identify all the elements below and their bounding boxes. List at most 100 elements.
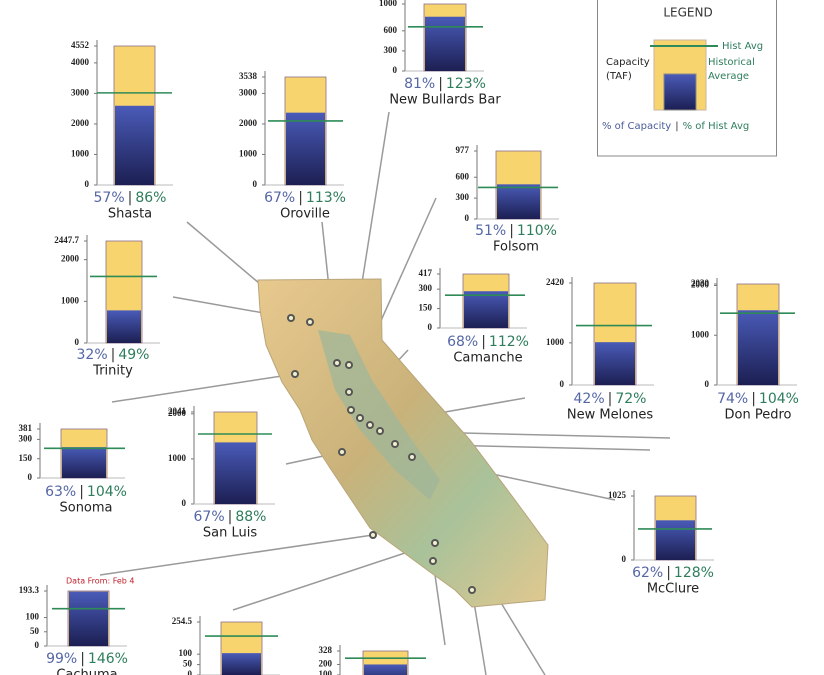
storage-bar [464, 291, 508, 328]
storage-bar [107, 310, 141, 343]
separator: | [111, 347, 116, 363]
y-tick-label: 0 [393, 65, 398, 75]
pct-hist-avg: 128% [674, 565, 714, 581]
pct-capacity: 62% [632, 565, 663, 581]
legend-hist-avg: Hist Avg [722, 41, 763, 52]
legend-title: LEGEND [663, 6, 712, 20]
y-tick-label: 2000 [168, 408, 187, 418]
pct-hist-avg: 86% [135, 190, 166, 206]
y-tick-label: 4000 [71, 57, 90, 67]
pct-labels: 32% | 49% [77, 347, 150, 363]
legend-pct-hist: % of Hist Avg [683, 121, 750, 132]
y-tick-label: 50 [30, 626, 40, 636]
separator: | [608, 391, 613, 407]
y-tick-label: 1000 [61, 295, 80, 305]
y-tick-label: 1025 [608, 490, 627, 500]
pct-capacity: 42% [574, 391, 605, 407]
separator: | [438, 76, 443, 92]
storage-bar [222, 653, 261, 675]
reservoir-name: Don Pedro [725, 408, 792, 423]
legend-storage [663, 73, 697, 111]
storage-bar [69, 591, 108, 646]
separator: | [509, 223, 514, 239]
y-tick-label: 150 [419, 303, 433, 313]
pct-labels: 67% | 88% [194, 509, 267, 525]
legend-historical: Average [708, 71, 749, 82]
pct-labels: 62% | 128% [632, 565, 714, 581]
y-tick-label: 1000 [71, 149, 90, 159]
y-tick-label: 2041 [168, 406, 187, 416]
pct-labels: 42% | 72% [574, 391, 647, 407]
separator: | [298, 190, 303, 206]
pct-labels: 63% | 104% [45, 484, 127, 500]
annotation: Data From: Feb 4 [66, 577, 135, 586]
separator: | [79, 484, 84, 500]
reservoir-chart: 0 300 600 977 51% | 110%Folsom [456, 145, 559, 255]
separator: | [751, 391, 756, 407]
separator: | [80, 651, 85, 667]
storage-bar [286, 112, 325, 185]
pct-capacity: 57% [94, 190, 125, 206]
y-tick-label: 4552 [71, 40, 90, 50]
y-tick-label: 0 [28, 472, 33, 482]
legend-capacity-label: (TAF) [606, 71, 632, 82]
y-tick-label: 0 [465, 213, 470, 223]
pct-capacity: 81% [404, 76, 435, 92]
y-tick-label: 0 [560, 379, 565, 389]
pct-labels: 99% | 146% [46, 651, 128, 667]
y-tick-label: 2000 [61, 254, 80, 264]
pct-labels: 57% | 86% [94, 190, 167, 206]
y-tick-label: 0 [35, 640, 40, 650]
reservoir-name: Shasta [108, 207, 152, 222]
map [99, 111, 671, 675]
y-tick-label: 200 [319, 659, 333, 669]
y-tick-label: 2000 [239, 118, 258, 128]
reservoir-name: Sonoma [59, 501, 112, 516]
pct-hist-avg: 88% [235, 509, 266, 525]
pct-capacity: 99% [46, 651, 77, 667]
pct-capacity: 67% [194, 509, 225, 525]
storage-bar [215, 442, 256, 504]
pct-hist-avg: 104% [759, 391, 799, 407]
reservoir-chart: 0 1025 62% | 128%McClure [608, 490, 714, 597]
y-tick-label: 193.3 [19, 585, 40, 595]
separator: | [481, 334, 486, 350]
y-tick-label: 600 [384, 25, 398, 35]
separator: | [128, 190, 133, 206]
y-tick-label: 300 [419, 283, 433, 293]
y-tick-label: 0 [75, 337, 80, 347]
pct-hist-avg: 110% [517, 223, 557, 239]
y-tick-label: 977 [456, 145, 470, 155]
reservoir-name: McClure [647, 582, 699, 597]
legend-pct: % of Capacity | % of Hist Avg [602, 121, 749, 132]
storage-bar [425, 16, 465, 71]
reservoir-chart: 0 1000 2420 42% | 72%New Melones [546, 277, 654, 423]
reservoir-name: Trinity [92, 364, 133, 379]
pct-capacity: 68% [447, 334, 478, 350]
legend: LEGEND Hist Avg Capacity (TAF) Historica… [597, 0, 777, 157]
reservoir-name: New Bullards Bar [389, 93, 501, 108]
y-tick-label: 300 [19, 433, 33, 443]
y-tick-label: 2000 [691, 280, 710, 290]
legend-capacity-label: Capacity [606, 57, 650, 68]
pct-hist-avg: 113% [306, 190, 346, 206]
pct-hist-avg: 49% [118, 347, 149, 363]
reservoir-name: Cachuma [56, 668, 117, 675]
y-tick-label: 3000 [71, 87, 90, 97]
pct-hist-avg: 72% [615, 391, 646, 407]
y-tick-label: 0 [428, 322, 433, 332]
y-tick-label: 2420 [546, 277, 565, 287]
reservoir-name: Oroville [280, 207, 330, 222]
reservoir-chart: 0100200328 [319, 645, 426, 675]
y-tick-label: 100 [319, 669, 333, 675]
y-tick-label: 100 [179, 648, 193, 658]
storage-bar [62, 447, 106, 478]
pct-labels: 68% | 112% [447, 334, 529, 350]
y-tick-label: 0 [622, 554, 627, 564]
pct-labels: 74% | 104% [717, 391, 799, 407]
y-tick-label: 381 [19, 423, 33, 433]
reservoir-name: Camanche [453, 351, 522, 366]
y-tick-label: 1000 [168, 453, 187, 463]
